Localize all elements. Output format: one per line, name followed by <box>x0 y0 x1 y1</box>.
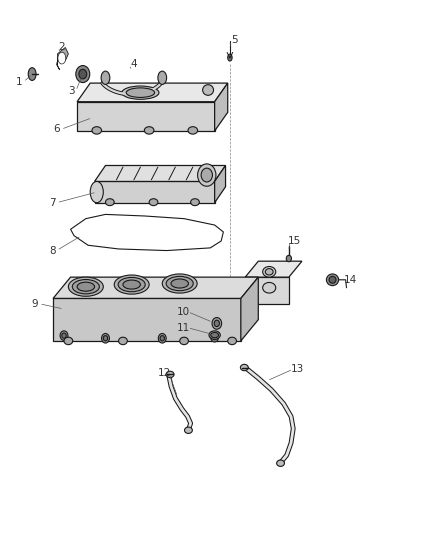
Ellipse shape <box>166 371 174 377</box>
Ellipse shape <box>92 127 102 134</box>
Ellipse shape <box>166 276 193 290</box>
Ellipse shape <box>277 460 285 466</box>
Ellipse shape <box>77 282 95 291</box>
Polygon shape <box>245 277 289 304</box>
Ellipse shape <box>211 333 219 342</box>
Ellipse shape <box>114 275 149 294</box>
Ellipse shape <box>184 427 192 433</box>
Polygon shape <box>95 181 215 203</box>
Ellipse shape <box>191 199 199 206</box>
Polygon shape <box>71 214 223 251</box>
Text: 11: 11 <box>177 322 190 333</box>
Ellipse shape <box>329 276 336 283</box>
Polygon shape <box>53 277 258 298</box>
Ellipse shape <box>158 334 166 343</box>
Ellipse shape <box>160 336 164 341</box>
Text: 9: 9 <box>32 298 38 309</box>
Polygon shape <box>245 261 302 277</box>
Text: 10: 10 <box>177 306 190 317</box>
Ellipse shape <box>198 164 216 186</box>
Ellipse shape <box>180 337 188 345</box>
Text: 5: 5 <box>231 35 237 45</box>
Text: 7: 7 <box>49 198 56 208</box>
Ellipse shape <box>214 320 219 327</box>
Ellipse shape <box>240 365 248 370</box>
Text: 13: 13 <box>291 364 304 374</box>
Ellipse shape <box>79 69 87 79</box>
Ellipse shape <box>90 181 103 203</box>
Ellipse shape <box>76 66 90 83</box>
Ellipse shape <box>126 88 155 98</box>
Text: 3: 3 <box>68 86 75 96</box>
Ellipse shape <box>158 71 166 84</box>
Ellipse shape <box>212 335 217 340</box>
Ellipse shape <box>211 333 219 338</box>
Polygon shape <box>241 277 258 341</box>
Ellipse shape <box>265 269 273 275</box>
Text: 8: 8 <box>49 246 56 255</box>
Ellipse shape <box>263 266 276 277</box>
Polygon shape <box>57 47 68 70</box>
Ellipse shape <box>103 336 108 341</box>
Polygon shape <box>215 83 228 131</box>
Ellipse shape <box>58 52 66 64</box>
Text: 14: 14 <box>343 275 357 285</box>
Ellipse shape <box>209 331 220 340</box>
Ellipse shape <box>119 337 127 345</box>
Ellipse shape <box>123 280 141 289</box>
Ellipse shape <box>286 255 291 262</box>
Polygon shape <box>77 83 228 102</box>
Ellipse shape <box>106 199 114 206</box>
Ellipse shape <box>62 333 66 338</box>
Ellipse shape <box>68 277 103 296</box>
Polygon shape <box>77 102 215 131</box>
Ellipse shape <box>263 282 276 293</box>
Ellipse shape <box>145 127 154 134</box>
Text: 6: 6 <box>53 124 60 134</box>
Ellipse shape <box>326 274 339 286</box>
Ellipse shape <box>72 279 99 294</box>
Ellipse shape <box>228 54 232 61</box>
Ellipse shape <box>149 199 158 206</box>
Polygon shape <box>53 298 241 341</box>
Ellipse shape <box>212 318 222 329</box>
Ellipse shape <box>162 274 197 293</box>
Ellipse shape <box>28 68 36 80</box>
Ellipse shape <box>118 277 145 292</box>
Ellipse shape <box>102 334 110 343</box>
Text: 1: 1 <box>16 77 22 87</box>
Ellipse shape <box>171 279 188 288</box>
Ellipse shape <box>60 331 68 341</box>
Ellipse shape <box>188 127 198 134</box>
Ellipse shape <box>203 85 214 95</box>
Ellipse shape <box>101 71 110 84</box>
Ellipse shape <box>201 168 212 182</box>
Text: 2: 2 <box>59 43 65 52</box>
Ellipse shape <box>64 337 73 345</box>
Ellipse shape <box>228 337 237 345</box>
Text: 15: 15 <box>287 236 301 246</box>
Text: 4: 4 <box>131 60 137 69</box>
Text: 12: 12 <box>158 368 171 378</box>
Polygon shape <box>215 165 226 203</box>
Polygon shape <box>95 165 226 181</box>
Ellipse shape <box>122 86 159 99</box>
